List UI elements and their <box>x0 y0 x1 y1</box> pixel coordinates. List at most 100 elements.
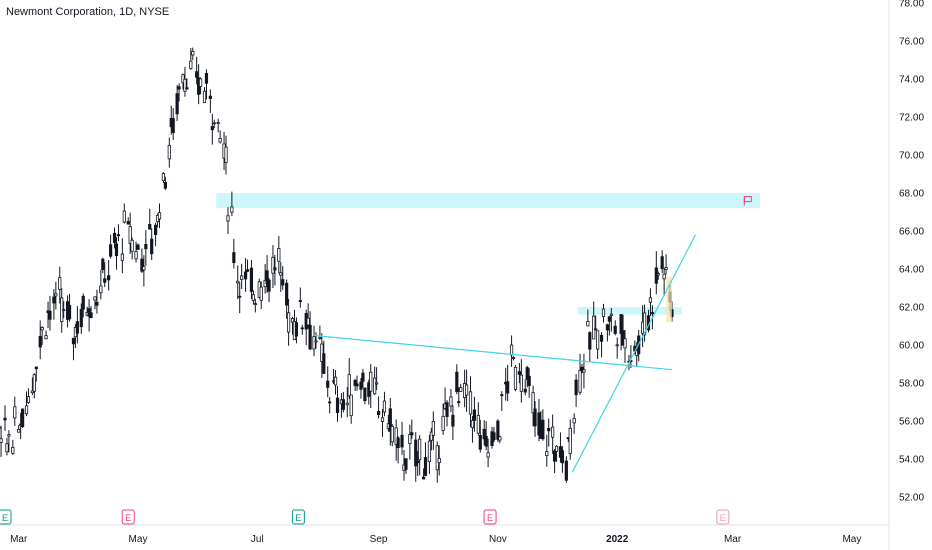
candle-body <box>150 238 154 255</box>
candle-body <box>265 270 269 285</box>
candle-body <box>167 145 171 160</box>
candle-body <box>314 340 318 343</box>
earnings-marker-label: E <box>125 513 131 523</box>
earnings-marker[interactable] <box>716 509 730 525</box>
candle-body <box>431 420 435 436</box>
earnings-marker[interactable] <box>291 509 305 525</box>
earnings-marker[interactable] <box>0 509 12 525</box>
resistance-zone[interactable] <box>216 193 760 209</box>
candle-body <box>277 248 281 262</box>
candle-body <box>547 427 551 432</box>
candle-body <box>605 324 610 331</box>
y-tick-label: 74.00 <box>899 75 924 86</box>
candle-body <box>607 316 611 322</box>
candle-body <box>418 438 422 461</box>
earnings-marker-label: E <box>2 513 8 523</box>
candle-body <box>523 388 527 393</box>
candle-body <box>382 400 387 413</box>
candle-body <box>421 476 426 480</box>
earnings-marker[interactable] <box>121 509 135 525</box>
candle-body <box>470 420 475 429</box>
chart-title: Newmont Corporation, 1D, NYSE <box>6 6 170 18</box>
candle-body <box>345 402 349 406</box>
y-tick-label: 54.00 <box>899 455 924 466</box>
candle-body <box>650 312 654 315</box>
candle-body <box>40 327 44 331</box>
candle-body <box>333 376 338 386</box>
trend-line[interactable] <box>571 234 696 473</box>
candle-body <box>594 328 598 331</box>
earnings-marker-label: E <box>295 513 301 523</box>
x-tick-label: 2022 <box>606 534 629 545</box>
candle-body <box>163 182 167 189</box>
candle-body <box>67 304 72 320</box>
candle-body <box>208 95 212 99</box>
candle-body <box>144 244 148 250</box>
candle-body <box>435 445 439 471</box>
candle-body <box>128 226 132 244</box>
candle-body <box>99 285 103 294</box>
candle-body <box>54 293 58 297</box>
candle-body <box>322 353 326 374</box>
candle-body <box>553 450 557 462</box>
highlight-box[interactable] <box>666 276 672 323</box>
candle-body <box>32 374 36 392</box>
candle-body <box>181 74 185 84</box>
x-tick-label: Nov <box>489 534 507 545</box>
trend-line[interactable] <box>313 334 673 371</box>
x-tick-label: Mar <box>724 534 742 545</box>
candle-body <box>375 382 379 385</box>
candle-body <box>568 427 572 454</box>
candle-body <box>312 336 316 350</box>
candle-body <box>24 405 29 415</box>
candle-body <box>527 375 531 386</box>
candle-body <box>551 426 555 438</box>
candle-body <box>613 325 617 334</box>
candle-body <box>142 266 146 271</box>
x-tick-label: May <box>129 534 148 545</box>
x-tick-label: Mar <box>10 534 28 545</box>
candle-body <box>204 72 209 84</box>
candle-body <box>599 334 604 342</box>
resistance-zone[interactable] <box>578 307 682 315</box>
earnings-marker[interactable] <box>483 509 497 525</box>
y-tick-label: 76.00 <box>899 37 924 48</box>
candle-body <box>476 415 480 434</box>
candle-body <box>95 301 99 306</box>
candle-body <box>287 312 291 333</box>
candle-body <box>457 401 461 404</box>
candle-body <box>664 267 668 270</box>
candle-body <box>226 215 230 222</box>
candle-body <box>202 90 207 104</box>
candle-body <box>369 371 373 392</box>
candle-body <box>175 93 179 115</box>
candle-body <box>251 294 255 301</box>
candle-body <box>615 344 619 347</box>
y-tick-label: 52.00 <box>899 493 924 504</box>
candle-body <box>290 317 295 323</box>
candle-body <box>183 78 187 92</box>
flag-icon[interactable] <box>743 196 752 203</box>
candle-body <box>114 243 119 257</box>
candle-body <box>347 374 351 397</box>
candle-body <box>484 436 488 447</box>
candle-body <box>191 51 195 56</box>
candle-body <box>662 273 666 280</box>
candle-body <box>130 239 134 252</box>
candle-body <box>285 282 289 306</box>
y-tick-label: 68.00 <box>899 189 924 200</box>
candle-body <box>109 244 113 257</box>
candle-body <box>122 210 126 223</box>
candle-body <box>218 138 222 143</box>
candle-body <box>468 391 473 415</box>
candle-body <box>349 394 353 417</box>
candle-body <box>126 221 130 225</box>
candle-body <box>582 369 586 373</box>
candle-body <box>177 86 181 90</box>
candle-body <box>511 357 516 359</box>
candle-body <box>586 321 590 327</box>
candle-body <box>245 269 250 272</box>
candle-body <box>388 408 392 432</box>
candle-body <box>464 384 469 396</box>
